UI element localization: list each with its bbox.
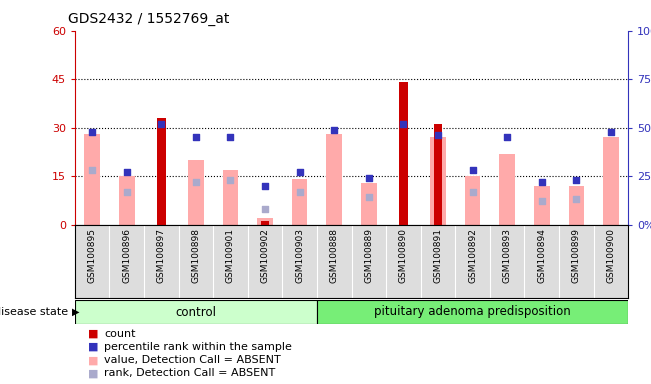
- Text: GSM100901: GSM100901: [226, 228, 235, 283]
- Point: [571, 177, 581, 183]
- Text: ▶: ▶: [72, 307, 79, 317]
- Bar: [434, 124, 442, 225]
- Bar: [499, 154, 515, 225]
- Point: [605, 129, 616, 135]
- Point: [398, 121, 409, 127]
- Point: [122, 169, 132, 175]
- Bar: [188, 160, 204, 225]
- Text: GSM100890: GSM100890: [399, 228, 408, 283]
- Bar: [292, 179, 307, 225]
- Text: GSM100891: GSM100891: [434, 228, 443, 283]
- Text: GSM100892: GSM100892: [468, 228, 477, 283]
- Bar: [399, 83, 408, 225]
- Point: [191, 179, 201, 185]
- Point: [260, 206, 270, 212]
- Text: GSM100893: GSM100893: [503, 228, 512, 283]
- Text: GSM100888: GSM100888: [330, 228, 339, 283]
- Text: ■: ■: [88, 329, 98, 339]
- Text: GSM100889: GSM100889: [365, 228, 373, 283]
- Bar: [261, 222, 270, 225]
- Text: GSM100903: GSM100903: [295, 228, 304, 283]
- Text: GSM100898: GSM100898: [191, 228, 201, 283]
- Text: GSM100900: GSM100900: [607, 228, 615, 283]
- Text: count: count: [104, 329, 135, 339]
- Point: [225, 177, 236, 183]
- Bar: [119, 176, 135, 225]
- Point: [156, 121, 167, 127]
- Text: GDS2432 / 1552769_at: GDS2432 / 1552769_at: [68, 12, 230, 25]
- Text: GSM100902: GSM100902: [260, 228, 270, 283]
- Bar: [568, 186, 584, 225]
- Point: [502, 134, 512, 141]
- Point: [536, 179, 547, 185]
- Point: [225, 134, 236, 141]
- Point: [364, 194, 374, 200]
- Bar: [223, 170, 238, 225]
- Text: disease state: disease state: [0, 307, 68, 317]
- FancyBboxPatch shape: [317, 300, 628, 324]
- Text: GSM100895: GSM100895: [88, 228, 96, 283]
- Point: [364, 175, 374, 181]
- Text: control: control: [175, 306, 216, 318]
- Point: [191, 134, 201, 141]
- Point: [87, 129, 98, 135]
- Text: GSM100896: GSM100896: [122, 228, 132, 283]
- Point: [294, 169, 305, 175]
- Bar: [465, 176, 480, 225]
- Point: [122, 189, 132, 195]
- Text: percentile rank within the sample: percentile rank within the sample: [104, 342, 292, 352]
- Text: rank, Detection Call = ABSENT: rank, Detection Call = ABSENT: [104, 368, 275, 378]
- Text: ■: ■: [88, 368, 98, 378]
- Bar: [257, 218, 273, 225]
- Point: [571, 196, 581, 202]
- Text: GSM100894: GSM100894: [537, 228, 546, 283]
- Text: ■: ■: [88, 342, 98, 352]
- Point: [467, 167, 478, 174]
- Bar: [326, 134, 342, 225]
- Point: [433, 132, 443, 139]
- Point: [294, 189, 305, 195]
- Text: GSM100899: GSM100899: [572, 228, 581, 283]
- Text: GSM100897: GSM100897: [157, 228, 166, 283]
- Point: [536, 198, 547, 204]
- Bar: [430, 137, 446, 225]
- Point: [260, 183, 270, 189]
- Bar: [361, 183, 377, 225]
- Point: [329, 127, 339, 133]
- Bar: [157, 118, 165, 225]
- Text: pituitary adenoma predisposition: pituitary adenoma predisposition: [374, 306, 571, 318]
- Text: value, Detection Call = ABSENT: value, Detection Call = ABSENT: [104, 355, 281, 365]
- Bar: [534, 186, 549, 225]
- Bar: [85, 134, 100, 225]
- FancyBboxPatch shape: [75, 300, 317, 324]
- Bar: [603, 137, 618, 225]
- Point: [467, 189, 478, 195]
- Text: ■: ■: [88, 355, 98, 365]
- Point: [87, 167, 98, 174]
